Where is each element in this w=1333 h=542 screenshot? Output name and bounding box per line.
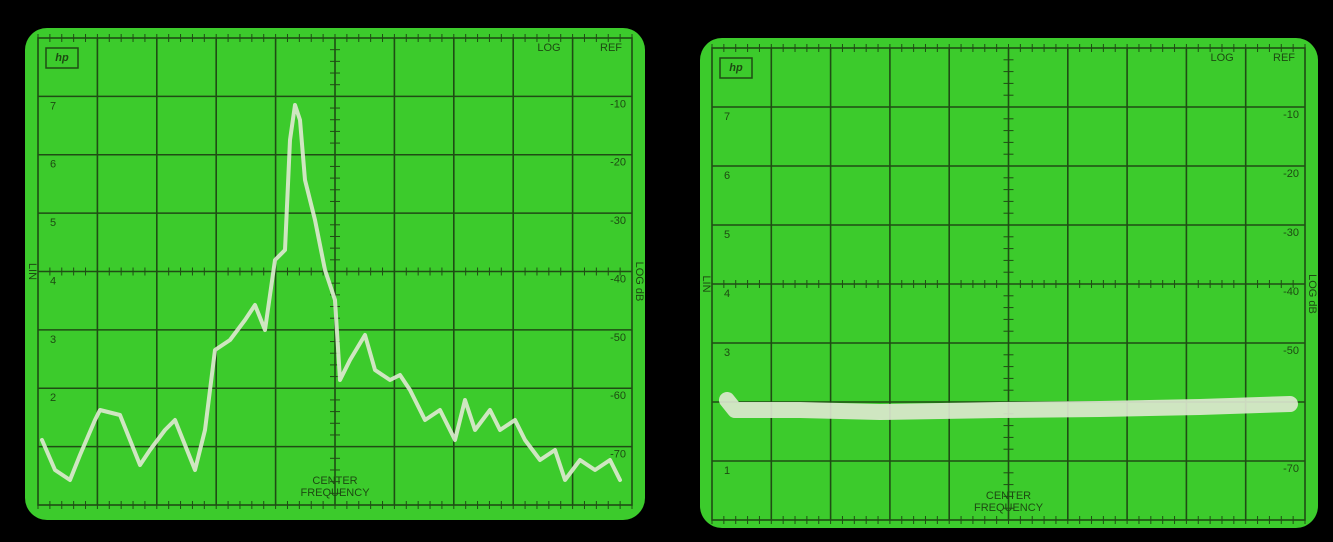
lin-label: 4 [50,275,56,287]
logo: hp [55,52,69,64]
logo: hp [729,62,743,74]
screen-right: hp LOG REF 7 6 5 4 3 1 -10 -20 -30 -40 -50 -70 LIN LOG d… [700,38,1318,528]
ref-label: REF [1273,52,1295,64]
log-label: LOG [537,42,560,54]
lin-label: 2 [50,392,56,404]
center-label: CENTER [312,475,357,487]
lin-label: 3 [724,347,730,359]
lin-label: 6 [50,159,56,171]
db-label: -70 [610,449,626,461]
frequency-label: FREQUENCY [300,487,370,499]
db-label: -50 [610,332,626,344]
log-label: LOG [1210,52,1233,64]
db-label: -40 [1283,286,1299,298]
db-label: -10 [1283,109,1299,121]
page: hp LOG REF 7 6 5 4 3 2 -10 -20 -30 -40 -50 -60 -70 LIN LO… [0,0,1333,542]
center-label: CENTER [986,490,1031,502]
db-label: -70 [1283,463,1299,475]
db-label: -30 [1283,227,1299,239]
db-label: -50 [1283,345,1299,357]
frequency-label: FREQUENCY [974,502,1044,514]
ref-label: REF [600,42,622,54]
lin-label: 1 [724,465,730,477]
lin-label: 5 [50,217,56,229]
photo: hp LOG REF 7 6 5 4 3 2 -10 -20 -30 -40 -50 -60 -70 LIN LO… [0,0,1333,542]
db-label: -30 [610,215,626,227]
db-label: -40 [610,273,626,285]
lin-label: 6 [724,170,730,182]
lin-label: 5 [724,229,730,241]
lin-axis: LIN [700,275,712,292]
lin-label: 7 [724,111,730,123]
db-label: -10 [610,98,626,110]
db-label: -20 [610,157,626,169]
screen-left: hp LOG REF 7 6 5 4 3 2 -10 -20 -30 -40 -50 -60 -70 LIN LO… [25,28,645,520]
lin-axis: LIN [26,263,38,280]
log-db-axis: LOG dB [633,262,645,302]
lin-label: 4 [724,288,730,300]
log-db-axis: LOG dB [1306,274,1318,314]
lin-label: 7 [50,100,56,112]
db-label: -60 [610,390,626,402]
db-label: -20 [1283,168,1299,180]
lin-label: 3 [50,334,56,346]
